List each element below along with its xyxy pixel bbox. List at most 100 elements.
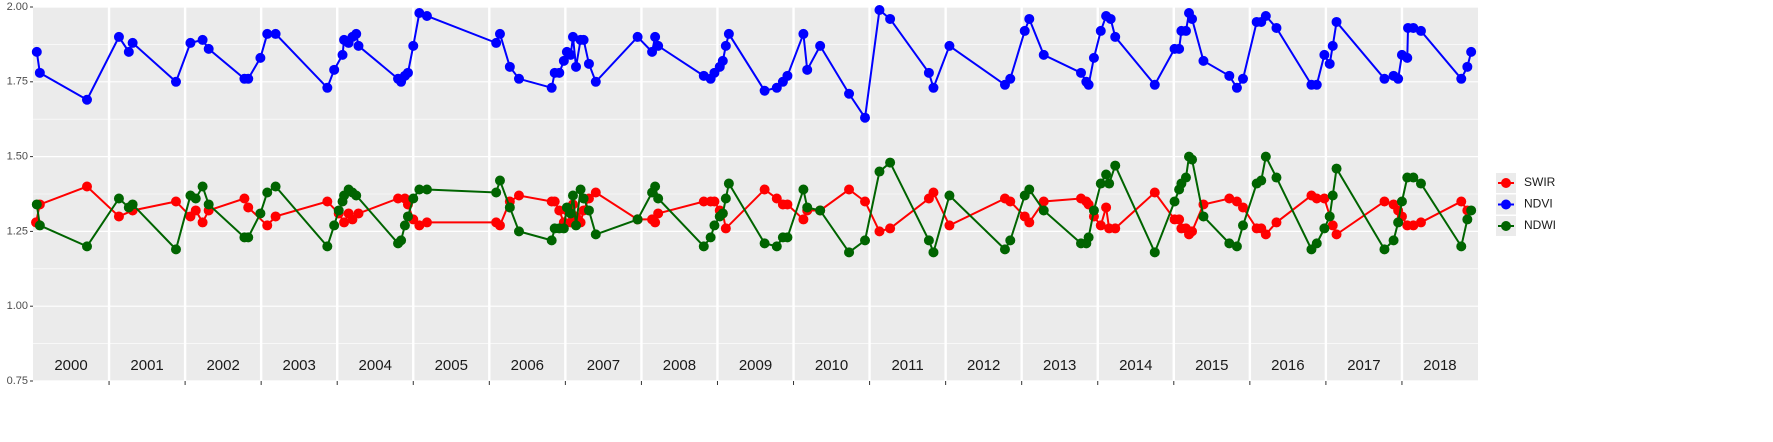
point [860,235,871,246]
point [928,187,939,198]
point [720,40,731,51]
point [270,211,281,222]
point [571,220,582,231]
point [322,196,333,207]
point [590,229,601,240]
point [262,220,273,231]
point [1224,238,1235,249]
point [1260,10,1271,21]
point [408,193,419,204]
point [421,10,432,21]
point [860,112,871,123]
point [1110,223,1121,234]
y-tick-label: 1.75 [7,76,28,88]
y-tick-label: 0.75 [7,375,28,387]
point [1393,73,1404,84]
point [1388,235,1399,246]
point [255,208,266,219]
y-tick-label: 2.00 [7,1,28,13]
point [698,196,709,207]
point [123,46,134,57]
point [190,193,201,204]
point [494,28,505,39]
point [81,241,92,252]
point [1324,58,1335,69]
legend-point [1501,221,1511,231]
point [923,67,934,78]
year-label: 2009 [739,357,772,374]
legend-label: NDWI [1524,218,1556,232]
y-tick-label: 1.00 [7,300,28,312]
point [1324,211,1335,222]
point [81,181,92,192]
point [1311,238,1322,249]
point [567,31,578,42]
point [1408,220,1419,231]
legend-point [1501,178,1511,188]
point [1271,22,1282,33]
point [1005,196,1016,207]
point [513,190,524,201]
point [270,28,281,39]
point [632,214,643,225]
point [203,199,214,210]
year-label: 2012 [967,357,1000,374]
point [653,193,664,204]
point [255,52,266,63]
point [243,202,254,213]
point [578,34,589,45]
point [197,181,208,192]
point [197,217,208,228]
point [815,40,826,51]
point [113,211,124,222]
point [1331,16,1342,27]
point [1224,70,1235,81]
point [567,190,578,201]
point [190,205,201,216]
point [113,193,124,204]
point [650,217,661,228]
point [239,193,250,204]
point [1237,202,1248,213]
point [393,193,404,204]
point [322,82,333,93]
point [1231,82,1242,93]
point [1319,49,1330,60]
year-label: 2006 [511,357,544,374]
point [653,40,664,51]
point [1466,46,1477,57]
point [885,157,896,168]
point [944,190,955,201]
point [782,232,793,243]
point [170,76,181,87]
point [127,199,138,210]
point [322,241,333,252]
point [844,247,855,258]
point [549,196,560,207]
point [554,205,565,216]
point [782,70,793,81]
point [197,34,208,45]
point [396,235,407,246]
point [1379,244,1390,255]
point [1271,217,1282,228]
point [34,67,45,78]
point [1005,73,1016,84]
year-label: 2008 [663,357,696,374]
point [723,178,734,189]
point [402,67,413,78]
point [1408,22,1419,33]
point [504,202,515,213]
point [1187,226,1198,237]
point [1088,205,1099,216]
point [243,232,254,243]
point [504,61,515,72]
point [1271,172,1282,183]
year-label: 2016 [1271,357,1304,374]
point [1466,205,1477,216]
point [802,64,813,75]
point [565,49,576,60]
point [494,220,505,231]
point [1174,43,1185,54]
point [583,58,594,69]
